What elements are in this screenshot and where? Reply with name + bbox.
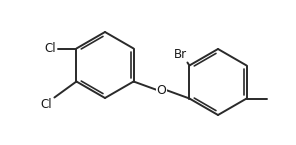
Text: Cl: Cl	[41, 98, 52, 112]
Text: Br: Br	[174, 48, 187, 61]
Text: Cl: Cl	[45, 42, 57, 55]
Text: O: O	[157, 84, 166, 97]
